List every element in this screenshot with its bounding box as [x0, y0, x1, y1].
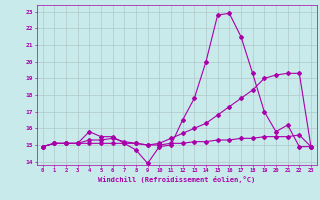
X-axis label: Windchill (Refroidissement éolien,°C): Windchill (Refroidissement éolien,°C) — [98, 176, 255, 183]
